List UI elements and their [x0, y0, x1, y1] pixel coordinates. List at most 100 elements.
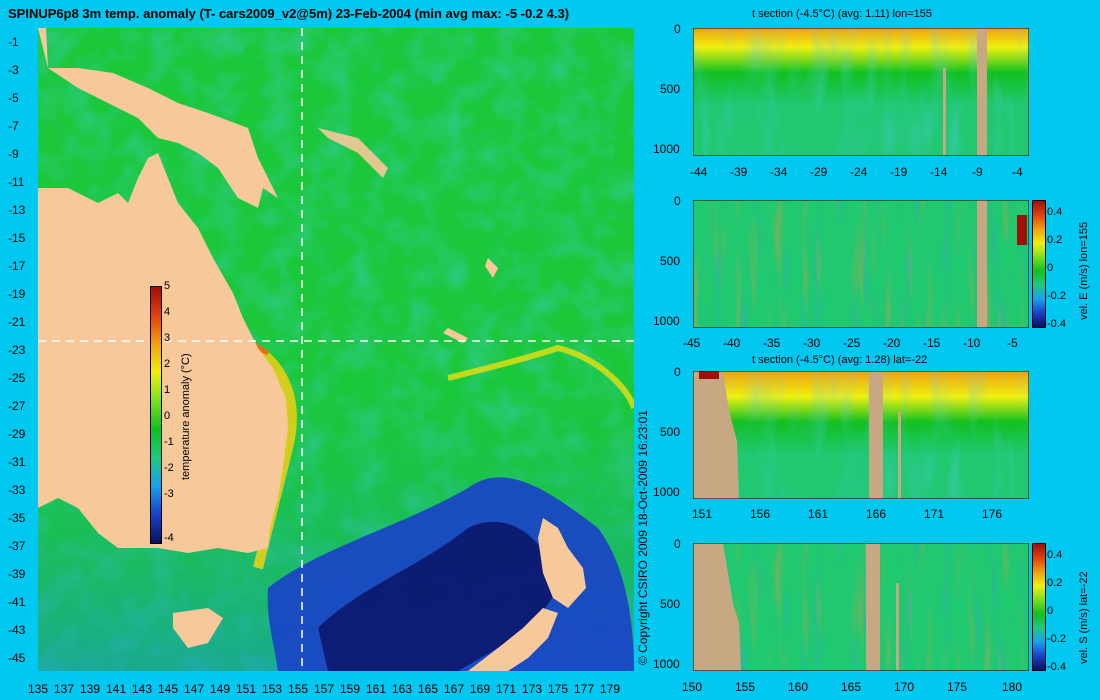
p4-cb-tick: 0.4	[1047, 549, 1063, 561]
p3-xtick: 176	[982, 507, 1003, 521]
p2-ytick: 1000	[653, 314, 680, 328]
p1-xtick: -4	[1012, 165, 1023, 179]
p1-xtick: -29	[810, 165, 828, 179]
lon-tick: 141	[106, 682, 127, 696]
lat-tick: -45	[8, 651, 26, 665]
lon-tick: 175	[548, 682, 569, 696]
lon-tick: 137	[54, 682, 75, 696]
new-guinea	[38, 28, 278, 208]
p4-xtick: 160	[788, 680, 809, 694]
lat-tick: -41	[8, 595, 26, 609]
p4-xtick: 150	[682, 680, 703, 694]
lat-tick: -39	[8, 567, 26, 581]
lat-tick: -33	[8, 483, 26, 497]
panel4-colorbar	[1032, 543, 1046, 671]
copyright-text: © Copyright CSIRO 2009 18-Oct-2009 16:23…	[636, 410, 650, 665]
p2-xtick: -30	[803, 336, 821, 350]
p4-xtick: 175	[947, 680, 968, 694]
p4-ytick: 500	[660, 597, 681, 611]
temperature-anomaly-map	[38, 28, 634, 671]
new-caledonia	[443, 328, 468, 343]
lon-tick: 167	[444, 682, 465, 696]
lon-tick: 157	[314, 682, 335, 696]
lat-tick: -43	[8, 623, 26, 637]
p3-xtick: 161	[808, 507, 829, 521]
p3-xtick: 156	[750, 507, 771, 521]
p2-xtick: -5	[1007, 336, 1018, 350]
panel1-section-plot	[693, 28, 1029, 156]
tasmania	[173, 608, 223, 648]
lat-tick: -21	[8, 315, 26, 329]
p1-xtick: -9	[972, 165, 983, 179]
lon-tick: 149	[210, 682, 231, 696]
lat-tick: -17	[8, 259, 26, 273]
p4-xtick: 155	[735, 680, 756, 694]
lat-tick: -3	[8, 63, 19, 77]
lat-tick: -37	[8, 539, 26, 553]
p2-xtick: -45	[683, 336, 701, 350]
p2-xtick: -10	[963, 336, 981, 350]
lat-tick: -31	[8, 455, 26, 469]
colorbar-tick: 1	[164, 384, 171, 396]
p4-ytick: 1000	[653, 657, 680, 671]
lon-tick: 171	[496, 682, 517, 696]
colorbar-tick: -3	[164, 488, 174, 500]
p2-cb-tick: -0.4	[1047, 318, 1066, 330]
lon-tick: 135	[28, 682, 49, 696]
lat-tick: -25	[8, 371, 26, 385]
p2-cb-tick: -0.2	[1047, 290, 1066, 302]
p2-xtick: -20	[883, 336, 901, 350]
lat-tick: -27	[8, 399, 26, 413]
p2-cb-tick: 0.4	[1047, 206, 1063, 218]
p2-cb-tick: 0	[1047, 262, 1054, 274]
lon-tick: 155	[288, 682, 309, 696]
lat-tick: -19	[8, 287, 26, 301]
p2-cb-label: vel. E (m/s) lon=155	[1078, 221, 1090, 320]
solomon-islands	[318, 128, 388, 178]
panel3-section-plot	[693, 371, 1029, 499]
p1-ytick: 500	[660, 82, 681, 96]
p4-ytick: 0	[674, 537, 681, 551]
australia	[38, 153, 288, 553]
lat-tick: -1	[8, 35, 19, 49]
lon-tick: 179	[600, 682, 621, 696]
lat-tick: -15	[8, 231, 26, 245]
panel3-title: t section (-4.5°C) (avg: 1.28) lat=-22	[752, 354, 928, 366]
temperature-colorbar	[150, 286, 162, 544]
p1-xtick: -14	[930, 165, 948, 179]
p4-cb-tick: -0.4	[1047, 661, 1066, 673]
lat-tick: -7	[8, 119, 19, 133]
p4-xtick: 180	[1002, 680, 1023, 694]
p4-cb-label: vel. S (m/s) lat=-22	[1078, 571, 1090, 664]
new-zealand-north	[538, 518, 586, 608]
p3-xtick: 166	[866, 507, 887, 521]
p1-xtick: -44	[690, 165, 708, 179]
lat-tick: -29	[8, 427, 26, 441]
p1-xtick: -24	[850, 165, 868, 179]
lat-tick: -11	[8, 175, 25, 189]
new-zealand-south	[468, 608, 558, 671]
colorbar-tick: 2	[164, 358, 171, 370]
p4-cb-tick: -0.2	[1047, 633, 1066, 645]
lon-tick: 161	[366, 682, 387, 696]
colorbar-tick: 0	[164, 410, 171, 422]
colorbar-tick: -4	[164, 532, 174, 544]
p3-xtick: 171	[924, 507, 945, 521]
lat-tick: -23	[8, 343, 26, 357]
p1-ytick: 1000	[653, 142, 680, 156]
p4-xtick: 165	[841, 680, 862, 694]
panel2-colorbar	[1032, 200, 1046, 328]
colorbar-tick: 5	[164, 280, 171, 292]
p2-xtick: -35	[763, 336, 781, 350]
p2-xtick: -40	[723, 336, 741, 350]
colorbar-tick: 3	[164, 332, 171, 344]
panel1-title: t section (-4.5°C) (avg: 1.11) lon=155	[752, 8, 932, 20]
p2-ytick: 500	[660, 254, 681, 268]
p1-xtick: -19	[890, 165, 908, 179]
p3-ytick: 1000	[653, 485, 680, 499]
lon-tick: 159	[340, 682, 361, 696]
p4-xtick: 170	[894, 680, 915, 694]
lon-tick: 143	[132, 682, 153, 696]
p2-cb-tick: 0.2	[1047, 234, 1063, 246]
panel4-velocity-plot	[693, 543, 1029, 671]
